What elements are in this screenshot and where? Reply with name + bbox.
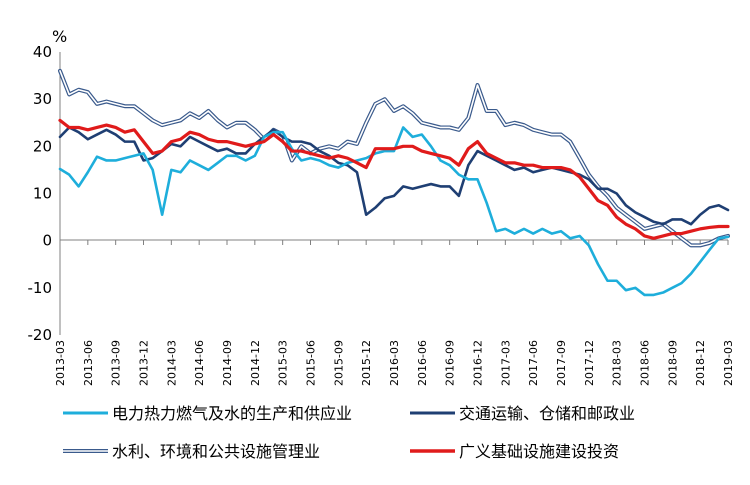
x-tick-label: 2013-12	[138, 340, 151, 386]
x-tick-label: 2019-03	[722, 340, 735, 386]
x-tick-label: 2014-06	[193, 340, 206, 386]
x-tick-label: 2013-03	[54, 340, 67, 386]
x-tick-label: 2017-09	[555, 340, 568, 386]
series-line-2	[58, 68, 730, 248]
series-line-1	[58, 126, 730, 226]
legend-label-water-environment: 水利、环境和公共设施管理业	[112, 442, 320, 461]
y-tick-label: -10	[28, 279, 53, 297]
x-tick-label: 2016-12	[472, 340, 485, 386]
series-lines	[58, 68, 730, 297]
x-tick-label: 2015-03	[277, 340, 290, 386]
x-tick-label: 2017-12	[583, 340, 596, 386]
x-tick-label: 2018-09	[666, 340, 679, 386]
y-ticks: 40 30 20 10 0 -10 -20	[28, 43, 53, 344]
x-tick-label: 2013-09	[110, 340, 123, 386]
legend-item-water-environment[interactable]: 水利、环境和公共设施管理业	[63, 442, 320, 461]
y-tick-label: 40	[33, 43, 52, 61]
y-tick-label: 30	[33, 90, 52, 108]
x-tick-label: 2014-03	[165, 340, 178, 386]
x-tick-label: 2018-06	[639, 340, 652, 386]
x-tick-label: 2015-09	[332, 340, 345, 386]
y-unit-label: %	[52, 27, 67, 46]
legend-label-electricity: 电力热力燃气及水的生产和供应业	[112, 404, 352, 423]
x-tick-label: 2014-12	[249, 340, 262, 386]
y-tick-label: -20	[28, 326, 53, 344]
y-tick-label: 20	[33, 137, 52, 155]
x-tick-label: 2015-12	[360, 340, 373, 386]
y-tick-label: 10	[33, 185, 52, 203]
legend-label-transport: 交通运输、仓储和邮政业	[459, 404, 635, 423]
x-tick-label: 2013-06	[82, 340, 95, 386]
x-tick-label: 2016-09	[444, 340, 457, 386]
x-tick-label: 2014-09	[221, 340, 234, 386]
x-tick-label: 2016-06	[416, 340, 429, 386]
x-tick-label: 2018-12	[694, 340, 707, 386]
series-line-3	[58, 118, 730, 240]
x-tick-label: 2017-03	[499, 340, 512, 386]
legend-label-infrastructure: 广义基础设施建设投资	[459, 442, 619, 461]
legend-item-electricity[interactable]: 电力热力燃气及水的生产和供应业	[63, 404, 352, 423]
x-ticks: 2013-03 2013-06 2013-09 2013-12 2014-03 2014-…	[54, 240, 735, 386]
y-tick-label: 0	[42, 232, 52, 250]
x-tick-label: 2015-06	[305, 340, 318, 386]
legend: 电力热力燃气及水的生产和供应业 交通运输、仓储和邮政业 水利、环境和公共设施管理…	[63, 404, 635, 461]
x-tick-label: 2017-06	[527, 340, 540, 386]
x-tick-label: 2018-03	[611, 340, 624, 386]
series-line-0	[58, 126, 730, 297]
series-line-2-inner	[59, 70, 729, 247]
legend-item-infrastructure[interactable]: 广义基础设施建设投资	[410, 442, 619, 461]
x-tick-label: 2016-03	[388, 340, 401, 386]
legend-item-transport[interactable]: 交通运输、仓储和邮政业	[410, 404, 635, 423]
